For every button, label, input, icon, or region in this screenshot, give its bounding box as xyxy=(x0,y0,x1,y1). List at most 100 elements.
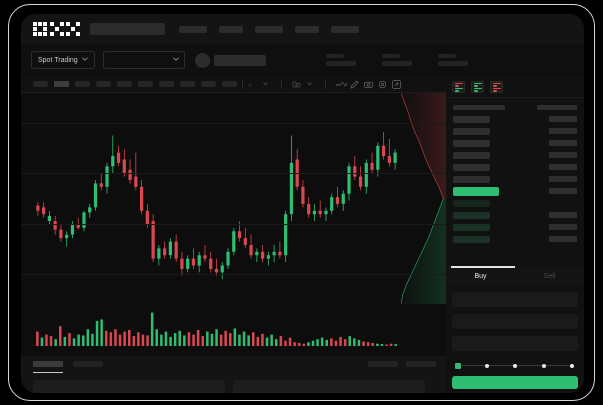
timeframe-option-3[interactable] xyxy=(75,81,90,87)
submit-buy-button[interactable] xyxy=(452,376,578,389)
order-amount-cell xyxy=(549,116,577,122)
tab-buy[interactable]: Buy xyxy=(474,272,487,280)
order-price-input[interactable] xyxy=(452,292,578,307)
nav-item-2[interactable] xyxy=(219,25,243,33)
timeframe-option-7[interactable] xyxy=(159,81,174,87)
stat-label xyxy=(437,54,456,58)
search-input[interactable] xyxy=(90,23,165,35)
chart-gridline xyxy=(21,274,446,276)
timeframe-option-9[interactable] xyxy=(201,81,216,87)
mode-icon-bars xyxy=(454,82,463,92)
chart-gridline xyxy=(21,173,446,175)
orders-tab-list xyxy=(33,361,103,367)
timeframe-option-1[interactable] xyxy=(33,81,48,87)
app-screen: Spot Trading xyxy=(21,14,584,393)
line-wave-icon[interactable] xyxy=(336,80,347,89)
nav-item-4[interactable] xyxy=(295,25,319,33)
order-price-cell xyxy=(453,115,490,123)
timeframe-option-2[interactable] xyxy=(54,81,69,87)
amount-percent-slider[interactable] xyxy=(454,361,576,370)
top-navigation-bar xyxy=(21,14,584,44)
order-price-cell xyxy=(453,211,490,219)
toolbar-divider xyxy=(281,79,282,89)
compare-icon[interactable] xyxy=(292,80,301,89)
chart-gridline xyxy=(21,223,446,225)
table-row[interactable] xyxy=(446,149,584,161)
table-row[interactable] xyxy=(446,161,584,173)
orders-action-2[interactable] xyxy=(406,361,436,367)
orderbook-mode-asks[interactable] xyxy=(490,81,503,93)
tab-open-orders[interactable] xyxy=(33,361,63,367)
order-book-mode-switcher xyxy=(446,76,584,98)
nav-item-1[interactable] xyxy=(179,25,207,33)
table-row[interactable] xyxy=(446,221,584,233)
order-amount-cell xyxy=(549,224,577,230)
settings-gear-icon[interactable] xyxy=(378,80,387,89)
slider-stop-100[interactable] xyxy=(570,363,574,368)
table-row[interactable] xyxy=(446,209,584,221)
trade-side-tabs: Buy Sell xyxy=(446,266,584,286)
order-book-header xyxy=(446,101,584,113)
slider-stop-50[interactable] xyxy=(513,363,517,368)
stat-value xyxy=(325,61,356,66)
slider-stop-75[interactable] xyxy=(541,363,546,368)
timeframe-option-6[interactable] xyxy=(138,81,153,87)
okx-logo[interactable] xyxy=(33,22,80,36)
nav-item-3[interactable] xyxy=(255,25,283,33)
table-row[interactable] xyxy=(446,197,584,209)
timeframe-option-4[interactable] xyxy=(96,81,111,87)
timeframe-option-8[interactable] xyxy=(180,81,195,87)
table-row[interactable] xyxy=(446,113,584,125)
market-type-dropdown[interactable]: Spot Trading xyxy=(31,51,95,69)
active-side-indicator xyxy=(451,266,515,268)
timeframe-option-5[interactable] xyxy=(117,81,132,87)
camera-icon[interactable] xyxy=(364,80,373,89)
trading-pair-select[interactable] xyxy=(102,51,185,69)
price-chart[interactable] xyxy=(21,93,446,304)
orderbook-mode-both[interactable] xyxy=(452,81,465,93)
chevron-down-icon[interactable] xyxy=(262,80,271,89)
depth-chart-overlay xyxy=(401,93,446,304)
orders-action-1[interactable] xyxy=(368,361,398,367)
logo-glyph-k xyxy=(49,22,64,36)
tab-order-history[interactable] xyxy=(73,361,103,367)
order-book-last-price-row[interactable] xyxy=(446,185,584,197)
order-book xyxy=(446,76,584,266)
order-amount-cell xyxy=(549,176,577,182)
slider-stop-25[interactable] xyxy=(484,363,489,368)
table-row[interactable] xyxy=(446,125,584,137)
pencil-icon[interactable] xyxy=(350,80,359,89)
svg-text:ıl.: ıl. xyxy=(249,82,252,87)
indicators-icon[interactable]: ıl. xyxy=(248,80,257,89)
timeframe-selector xyxy=(33,81,237,87)
stat-label xyxy=(381,54,400,58)
order-price-cell xyxy=(453,139,490,147)
chevron-down-icon[interactable] xyxy=(306,80,315,89)
order-total-input[interactable] xyxy=(452,336,578,351)
timeframe-option-10[interactable] xyxy=(222,81,237,87)
tab-sell[interactable]: Sell xyxy=(543,272,556,280)
chevron-down-icon xyxy=(172,57,179,63)
nav-item-5[interactable] xyxy=(331,25,359,33)
slider-handle[interactable] xyxy=(454,362,462,370)
order-price-cell xyxy=(453,235,490,243)
fullscreen-icon[interactable] xyxy=(392,79,401,89)
candlestick-series xyxy=(36,132,397,280)
table-row[interactable] xyxy=(446,233,584,245)
mode-icon-bars xyxy=(473,82,482,92)
market-stat-1 xyxy=(325,54,356,66)
pair-avatar xyxy=(194,52,210,68)
toolbar-divider xyxy=(242,79,243,89)
volume-bar-series xyxy=(36,312,397,346)
toolbar-divider xyxy=(325,79,326,89)
order-amount-cell xyxy=(549,212,577,218)
orders-card-2[interactable] xyxy=(233,380,425,393)
order-amount-cell xyxy=(549,128,577,134)
orderbook-mode-bids[interactable] xyxy=(471,81,484,93)
orders-card-1[interactable] xyxy=(33,380,225,393)
volume-chart[interactable] xyxy=(21,304,446,356)
table-row[interactable] xyxy=(446,137,584,149)
order-amount-cell xyxy=(549,140,577,146)
table-row[interactable] xyxy=(446,173,584,185)
order-amount-input[interactable] xyxy=(452,314,578,329)
